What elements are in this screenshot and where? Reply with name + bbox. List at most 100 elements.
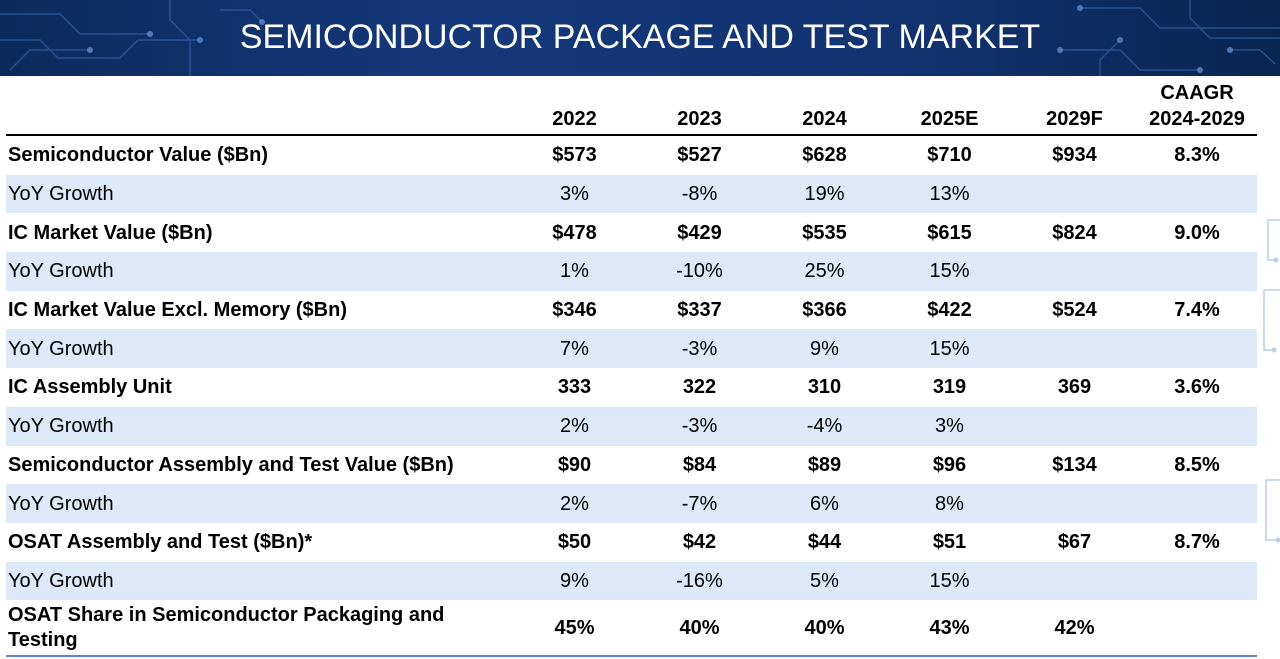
row-label: OSAT Assembly and Test ($Bn)* xyxy=(8,531,313,554)
cagr-cell xyxy=(1137,561,1257,601)
table-cell: 15% xyxy=(887,329,1012,369)
table-cell: $366 xyxy=(802,299,847,322)
cagr-cell xyxy=(1137,484,1257,523)
table-row: YoY Growth 2% -3% -4% 3% xyxy=(6,406,1257,446)
table-cell: $628 xyxy=(802,144,847,167)
table-cell: $89 xyxy=(807,453,842,476)
table-cell: $50 xyxy=(557,531,592,554)
table-cell: $67 xyxy=(1057,531,1092,554)
table-cell xyxy=(1012,329,1137,369)
table-cell: $573 xyxy=(552,144,597,167)
cagr-cell: 8.7% xyxy=(1174,531,1220,554)
table-cell: 6% xyxy=(762,484,887,523)
table-cell: $535 xyxy=(802,221,847,244)
cagr-cell: 3.6% xyxy=(1174,376,1220,399)
column-header: 2022 xyxy=(512,80,637,136)
table-cell: 42% xyxy=(1012,600,1137,658)
table-cell: -7% xyxy=(637,484,762,523)
cagr-cell xyxy=(1137,252,1257,291)
table-cell: $478 xyxy=(552,221,597,244)
table-cell: $134 xyxy=(1052,453,1097,476)
row-label: Semiconductor Assembly and Test Value ($… xyxy=(8,453,454,476)
table-cell: $51 xyxy=(932,531,967,554)
table-row: YoY Growth 2% -7% 6% 8% xyxy=(6,484,1257,523)
table-row: YoY Growth 1% -10% 25% 15% xyxy=(6,252,1257,291)
column-header: 2029F xyxy=(1012,80,1137,136)
cagr-cell: 8.5% xyxy=(1174,453,1220,476)
table-cell: 45% xyxy=(512,600,637,658)
column-header: 2023 xyxy=(637,80,762,136)
page-title: SEMICONDUCTOR PACKAGE AND TEST MARKET xyxy=(239,18,1041,56)
table-cell: 3% xyxy=(887,406,1012,446)
table-cell: 8% xyxy=(887,484,1012,523)
table-cell xyxy=(1012,252,1137,291)
table-cell: $524 xyxy=(1052,299,1097,322)
table-row: OSAT Assembly and Test ($Bn)* $50 $42 $4… xyxy=(6,523,1257,562)
table-cell: -3% xyxy=(637,329,762,369)
table-cell xyxy=(1012,406,1137,446)
table-cell: 2% xyxy=(512,406,637,446)
table-cell: $84 xyxy=(682,453,717,476)
table-cell: 369 xyxy=(1057,376,1092,399)
table-cell: $422 xyxy=(927,299,972,322)
row-label: IC Market Value Excl. Memory ($Bn) xyxy=(8,299,348,322)
table-cell: 15% xyxy=(887,561,1012,601)
table-cell: 1% xyxy=(512,252,637,291)
cagr-cell: 7.4% xyxy=(1174,299,1220,322)
row-label: YoY Growth xyxy=(6,406,512,446)
table-cell: $710 xyxy=(927,144,972,167)
table-cell: $824 xyxy=(1052,221,1097,244)
table-cell: -3% xyxy=(637,406,762,446)
cagr-header-line2: 2024-2029 xyxy=(1149,108,1245,130)
row-label: IC Market Value ($Bn) xyxy=(8,221,213,244)
row-label: Semiconductor Value ($Bn) xyxy=(8,144,269,167)
cagr-column-header: CAAGR 2024-2029 xyxy=(1137,80,1257,136)
table-cell: -8% xyxy=(637,174,762,214)
table-row: YoY Growth 9% -16% 5% 15% xyxy=(6,561,1257,601)
row-label: YoY Growth xyxy=(6,174,512,214)
row-label: IC Assembly Unit xyxy=(8,376,172,399)
table-cell: -16% xyxy=(637,561,762,601)
cagr-cell: 8.3% xyxy=(1174,144,1220,167)
circuit-board-pattern xyxy=(0,0,1280,76)
row-label: OSAT Share in Semiconductor Packaging an… xyxy=(6,600,512,658)
table-cell: $96 xyxy=(932,453,967,476)
table-cell: 2% xyxy=(512,484,637,523)
cagr-header-line1: CAAGR xyxy=(1160,82,1234,104)
cagr-cell xyxy=(1137,174,1257,214)
table-cell: 3% xyxy=(512,174,637,214)
table-cell: 333 xyxy=(557,376,592,399)
table-cell: $44 xyxy=(807,531,842,554)
table-row: YoY Growth 7% -3% 9% 15% xyxy=(6,329,1257,369)
row-label: YoY Growth xyxy=(6,561,512,601)
table-cell: 5% xyxy=(762,561,887,601)
table-cell: 322 xyxy=(682,376,717,399)
cagr-cell xyxy=(1137,329,1257,369)
table-cell: 15% xyxy=(887,252,1012,291)
table-row: Semiconductor Assembly and Test Value ($… xyxy=(6,446,1257,485)
cagr-cell xyxy=(1137,406,1257,446)
table-cell xyxy=(1012,174,1137,214)
table-cell: 319 xyxy=(932,376,967,399)
table-cell: 40% xyxy=(762,600,887,658)
table-cell xyxy=(1012,484,1137,523)
cagr-cell: 9.0% xyxy=(1174,221,1220,244)
cagr-cell xyxy=(1137,600,1257,658)
table-cell: 40% xyxy=(637,600,762,658)
table-cell: $337 xyxy=(677,299,722,322)
column-header: 2025E xyxy=(887,80,1012,136)
table-cell: $346 xyxy=(552,299,597,322)
table-cell: $934 xyxy=(1052,144,1097,167)
table-cell: -4% xyxy=(762,406,887,446)
table-cell: 7% xyxy=(512,329,637,369)
table-cell: 19% xyxy=(762,174,887,214)
label-column-header xyxy=(6,80,512,136)
title-banner: SEMICONDUCTOR PACKAGE AND TEST MARKET xyxy=(0,0,1280,76)
row-label: YoY Growth xyxy=(6,484,512,523)
table-cell: -10% xyxy=(637,252,762,291)
table-cell xyxy=(1012,561,1137,601)
row-label: YoY Growth xyxy=(6,252,512,291)
circuit-decoration xyxy=(1263,219,1280,543)
table-cell: 9% xyxy=(762,329,887,369)
table-cell: $615 xyxy=(927,221,972,244)
